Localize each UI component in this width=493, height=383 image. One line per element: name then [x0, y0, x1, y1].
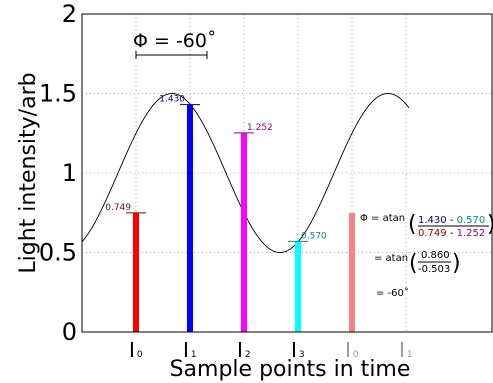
bar-2	[241, 132, 247, 332]
formula-den2: -0.503	[418, 264, 450, 275]
bar-0	[133, 212, 139, 332]
formula-paren-open-1: (	[408, 212, 417, 237]
grid	[82, 14, 492, 332]
bar-3	[295, 241, 301, 332]
y-tick-labels: 0 0.5 1 1.5 2	[39, 0, 77, 346]
bar-value-label-2: 1.252	[247, 123, 273, 133]
phase-formula: Φ = atan ( 1.430 - 0.570 0.749 - 1.252 )…	[360, 212, 493, 299]
y-tick-label: 0.5	[39, 239, 77, 267]
formula-paren-close-2: )	[452, 251, 461, 276]
formula-line3: = -60˚	[376, 287, 409, 299]
bars: 0.749 1.430 1.252 0.570	[105, 95, 355, 332]
formula-line1-prefix: Φ = atan	[360, 213, 405, 224]
bar-4	[349, 212, 355, 332]
y-tick-label: 1.5	[39, 80, 77, 108]
y-tick-label: 0	[62, 318, 77, 346]
y-tick-label: 1	[62, 159, 77, 187]
formula-paren-open-2: (	[409, 251, 418, 276]
plot-frame	[81, 13, 493, 333]
phase-annotation-text: Φ = -60˚	[133, 30, 217, 52]
bar-value-label-3: 0.570	[301, 231, 327, 241]
formula-num-a: 1.430	[418, 215, 447, 226]
formula-den-b: 1.252	[457, 228, 486, 239]
bar-value-label-1: 1.430	[159, 95, 185, 105]
y-tick-label: 2	[62, 0, 77, 28]
phase-annotation: Φ = -60˚	[133, 30, 217, 59]
x-axis-label: Sample points in time	[170, 357, 411, 382]
formula-den-a: 0.749	[418, 228, 447, 239]
bar-value-label-0: 0.749	[105, 203, 131, 213]
formula-paren-close-1: )	[487, 212, 493, 237]
bar-1	[187, 104, 193, 332]
formula-num-b: 0.570	[457, 215, 486, 226]
y-axis-label: Light intensity/arb	[16, 72, 41, 273]
formula-denominator: 0.749 - 1.252	[418, 228, 485, 239]
formula-line2-prefix: = atan	[374, 253, 408, 264]
formula-numerator: 1.430 - 0.570	[418, 215, 485, 226]
formula-num2: 0.860	[421, 250, 450, 261]
